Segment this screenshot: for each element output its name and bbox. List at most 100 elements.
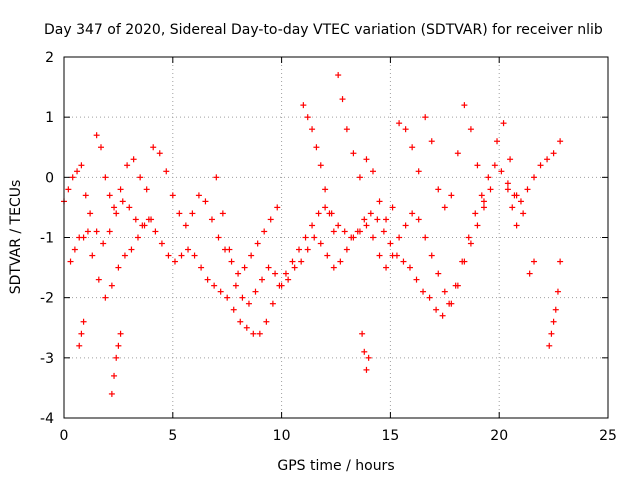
data-point [217, 288, 224, 295]
data-point [263, 318, 270, 325]
data-point [426, 294, 433, 301]
series-track-d [213, 174, 487, 307]
data-point [498, 168, 505, 175]
data-point [215, 234, 222, 241]
data-point [557, 258, 564, 265]
data-point [461, 102, 468, 109]
data-point [156, 150, 163, 157]
data-point [526, 270, 533, 277]
data-point [363, 222, 370, 229]
data-point [97, 144, 104, 151]
data-point [204, 276, 211, 283]
data-point [415, 216, 422, 223]
data-point [232, 282, 239, 289]
data-point [250, 330, 257, 337]
data-point [230, 306, 237, 313]
data-point [76, 342, 83, 349]
data-point [224, 294, 231, 301]
data-point [548, 330, 555, 337]
data-point [330, 264, 337, 271]
data-point [78, 330, 85, 337]
data-point [113, 210, 120, 217]
data-point [376, 252, 383, 259]
y-tick-label: 1 [45, 110, 54, 126]
data-point [152, 228, 159, 235]
data-point [531, 174, 538, 181]
data-point [343, 126, 350, 133]
data-point [189, 210, 196, 217]
data-point [350, 234, 357, 241]
data-point [241, 264, 248, 271]
data-point [282, 270, 289, 277]
data-point [95, 276, 102, 283]
data-point [130, 156, 137, 163]
data-point [441, 288, 448, 295]
data-point [363, 156, 370, 163]
data-point [143, 186, 150, 193]
plot-frame [63, 56, 609, 419]
data-point [300, 102, 307, 109]
data-point [335, 72, 342, 79]
data-point [361, 216, 368, 223]
data-point [415, 168, 422, 175]
data-point [402, 222, 409, 229]
data-point [396, 234, 403, 241]
data-point [400, 258, 407, 265]
data-point [163, 168, 170, 175]
data-point [278, 282, 285, 289]
data-point [365, 354, 372, 361]
data-point [304, 114, 311, 121]
data-point [267, 216, 274, 223]
data-point [309, 222, 316, 229]
data-point [108, 282, 115, 289]
x-tick-labels: 0 5 10 15 20 25 [60, 428, 617, 444]
data-point [254, 240, 261, 247]
data-point [383, 216, 390, 223]
data-point [102, 174, 109, 181]
data-point [198, 264, 205, 271]
data-point [356, 228, 363, 235]
data-point [480, 198, 487, 205]
y-tick-label: -4 [40, 411, 54, 427]
data-point [113, 354, 120, 361]
data-point [461, 258, 468, 265]
data-point [420, 288, 427, 295]
chart-title: Day 347 of 2020, Sidereal Day-to-day VTE… [44, 22, 603, 38]
x-tick-label: 5 [168, 428, 177, 444]
data-point [313, 144, 320, 151]
x-tick-label: 15 [381, 428, 399, 444]
data-point [520, 210, 527, 217]
data-point [380, 228, 387, 235]
data-point [165, 252, 172, 259]
data-point [128, 246, 135, 253]
data-point [317, 240, 324, 247]
data-point [126, 204, 133, 211]
data-point [474, 162, 481, 169]
data-point [298, 258, 305, 265]
data-point [504, 186, 511, 193]
data-point [74, 168, 81, 175]
data-points [61, 72, 564, 397]
data-point [309, 126, 316, 133]
data-point [439, 312, 446, 319]
data-point [478, 192, 485, 199]
data-point [324, 252, 331, 259]
data-point [80, 234, 87, 241]
data-point [552, 306, 559, 313]
grid-lines [64, 57, 608, 418]
data-point [544, 156, 551, 163]
data-point [226, 246, 233, 253]
data-point [322, 204, 329, 211]
data-point [106, 192, 113, 199]
data-point [317, 162, 324, 169]
data-point [148, 216, 155, 223]
data-point [383, 264, 390, 271]
data-point [441, 204, 448, 211]
data-point [343, 246, 350, 253]
data-point [84, 228, 91, 235]
data-point [211, 282, 218, 289]
data-point [87, 210, 94, 217]
data-point [409, 210, 416, 217]
data-point [158, 240, 165, 247]
data-point [361, 348, 368, 355]
